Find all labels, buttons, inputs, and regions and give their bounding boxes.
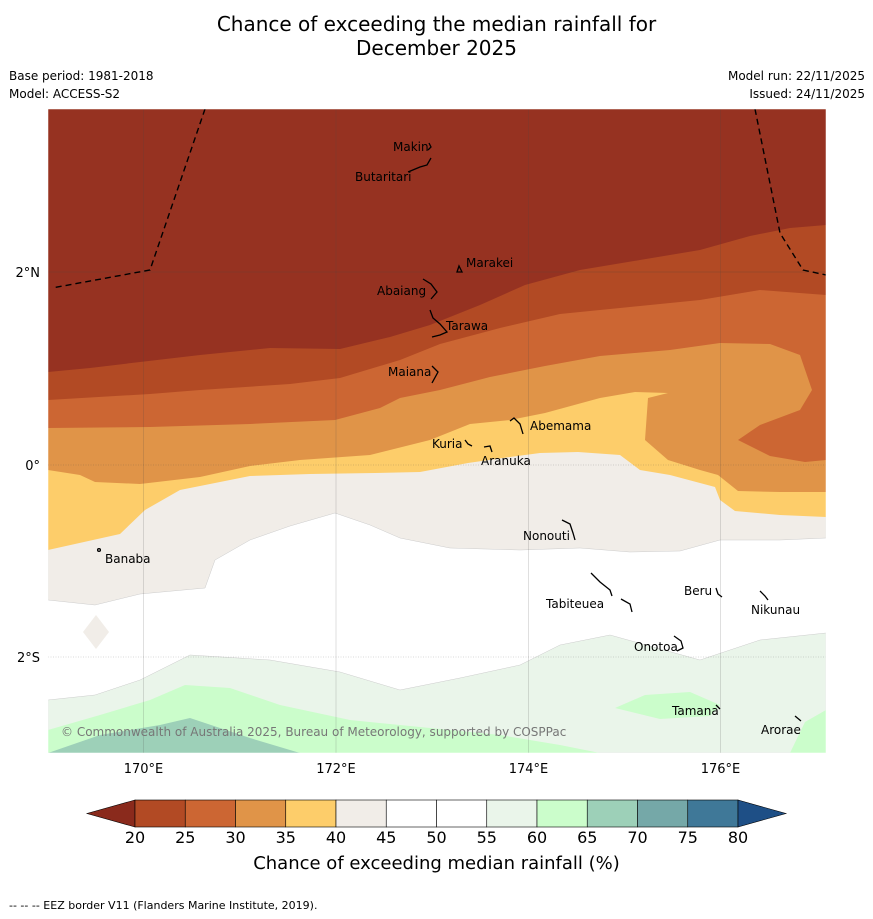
island-label-makin: Makin [393,140,429,154]
issued-date: Issued: 24/11/2025 [749,87,865,101]
colorbar-tick-label: 45 [376,828,397,847]
banaba-outline [96,547,102,553]
lat-label-2n: 2°N [16,266,41,281]
colorbar-tick-label: 55 [476,828,497,847]
tarawa-outline [429,309,449,338]
colorbar-tick-label: 65 [577,828,598,847]
onotoa-outline [673,635,684,652]
colorbar-swatch [285,799,337,828]
island-label-beru: Beru [684,584,712,598]
island-label-tabiteuea: Tabiteuea [545,597,604,611]
island-label-kuria: Kuria [432,437,463,451]
axis-labels: 2°N 0° 2°S 170°E 172°E 174°E 176°E [16,266,741,777]
probability-field [48,109,826,753]
colorbar-swatch [486,799,538,828]
colorbar-extend-low [85,799,136,828]
abaiang-outline [422,278,438,300]
butaritari-outline [407,157,432,173]
model-run: Model run: 22/11/2025 [727,69,865,83]
colorbar-swatch [536,799,588,828]
colorbar-tick-label: 20 [124,828,146,847]
tamana-outline [715,704,721,710]
map-frame [47,108,827,754]
colorbar-swatch [385,799,437,828]
colorbar-swatch [436,799,488,828]
colorbar-swatch [134,799,186,828]
model-name: Model: ACCESS-S2 [9,87,121,101]
island-label-marakei: Marakei [466,256,513,270]
island-label-tarawa: Tarawa [445,319,488,333]
lon-label-172e: 172°E [316,762,356,777]
colorbar-tick-label: 40 [325,828,347,847]
grid-lines [48,109,826,753]
island-label-banaba: Banaba [105,552,151,566]
nikunau-outline [759,590,769,601]
colorbar-tick-label: 25 [175,828,196,847]
island-label-abaiang: Abaiang [377,284,426,298]
island-label-nikunau: Nikunau [751,603,800,617]
lat-label-0: 0° [25,459,40,474]
island-label-maiana: Maiana [388,365,431,379]
island-label-onotoa: Onotoa [634,640,678,654]
island-label-arorae: Arorae [761,723,801,737]
kuria-outline [464,439,473,447]
marakei-outline [456,264,464,273]
colorbar-tick-label: 70 [627,828,648,847]
island-label-abemama: Abemama [530,419,591,433]
band-60-65-tamana [615,692,720,719]
makin-outline [427,142,432,151]
island-labels: Makin Butaritari Marakei Abaiang Tarawa … [105,140,801,737]
beru-outline [715,587,723,598]
colorbar-tick-label: 50 [426,828,447,847]
eez-borders [51,109,826,289]
lat-label-2s: 2°S [17,651,40,666]
colorbar-swatch [586,799,638,828]
island-outlines [96,142,802,722]
band-40-45-diamond [83,615,109,649]
nonouti-outline [561,519,576,541]
meta-left: Base period: 1981-2018 Model: ACCESS-S2 [9,67,154,103]
band-below-20 [48,109,826,372]
colorbar-tick-label: 80 [727,828,749,847]
map-title: Chance of exceeding the median rainfall … [0,12,873,60]
abemama-outline [509,417,524,435]
island-label-butaritari: Butaritari [355,170,412,184]
colorbar-swatch [184,799,236,828]
base-period: Base period: 1981-2018 [9,69,154,83]
colorbar-label: Chance of exceeding median rainfall (%) [253,853,620,874]
lon-label-174e: 174°E [509,762,549,777]
colorbar-swatch [235,799,287,828]
aranuka-outline [483,445,493,453]
colorbar-tick-label: 60 [526,828,548,847]
colorbar-tick-label: 75 [677,828,698,847]
colorbar-tick-label: 30 [225,828,246,847]
band-65-70 [48,718,300,753]
title-line-2: December 2025 [356,36,517,60]
lon-label-176e: 176°E [701,762,741,777]
eez-footnote: -- -- -- EEZ border V11 (Flanders Marine… [9,899,318,912]
island-label-tamana: Tamana [671,704,719,718]
colorbar [85,799,788,828]
copyright-notice: © Commonwealth of Australia 2025, Bureau… [61,725,566,739]
arorae-outline [794,715,802,722]
colorbar-tick-label: 35 [275,828,296,847]
island-label-aranuka: Aranuka [481,454,531,468]
band-60-65-arorae [790,710,826,753]
colorbar-swatch [687,799,739,828]
island-label-nonouti: Nonouti [523,529,570,543]
maiana-outline [431,365,439,384]
meta-right: Model run: 22/11/2025 Issued: 24/11/2025 [728,67,865,103]
colorbar-swatch [637,799,689,828]
title-line-1: Chance of exceeding the median rainfall … [216,12,657,36]
tabiteuea-outline [590,572,633,613]
lon-label-170e: 170°E [124,762,164,777]
colorbar-extend-high [737,799,788,828]
colorbar-swatch [335,799,387,828]
